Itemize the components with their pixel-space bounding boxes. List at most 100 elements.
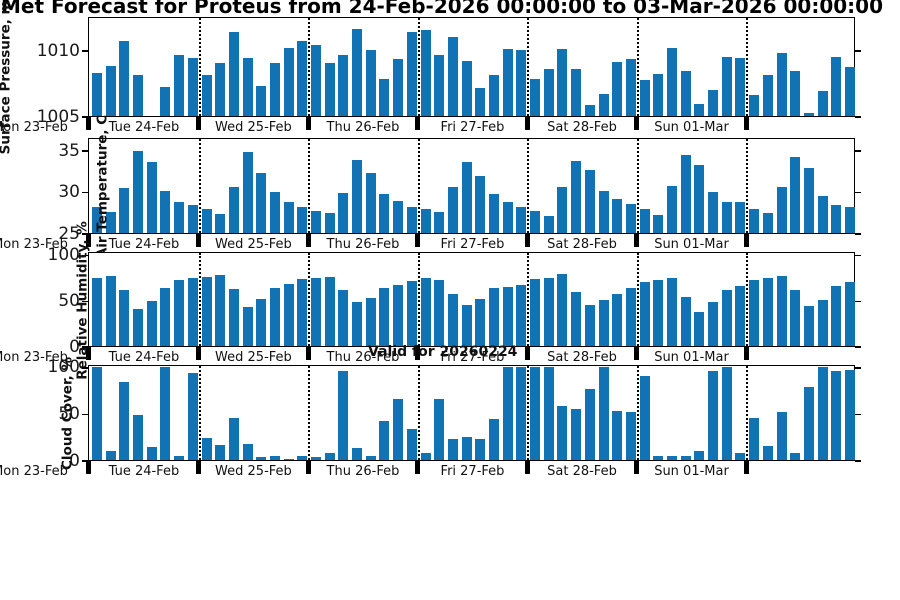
bar — [475, 438, 486, 460]
day-boundary-dotted-line — [746, 139, 749, 233]
bar — [283, 459, 294, 460]
bar — [639, 80, 650, 116]
bar — [776, 411, 787, 460]
ytick-label: 0 — [69, 336, 80, 357]
bar — [406, 31, 417, 116]
ytick-mark — [855, 50, 861, 52]
day-boundary-dotted-line — [527, 366, 530, 460]
day-tick — [743, 347, 749, 360]
bar — [571, 68, 582, 116]
bar — [352, 160, 363, 233]
ytick-label: 100 — [47, 357, 80, 378]
bar — [119, 290, 130, 346]
bar — [201, 209, 212, 233]
bar — [242, 306, 253, 346]
ytick-mark — [82, 346, 88, 348]
bar — [133, 308, 144, 346]
bar — [680, 456, 691, 460]
bar — [475, 88, 486, 116]
bar — [105, 66, 116, 116]
bar — [365, 50, 376, 116]
bar — [215, 213, 226, 233]
bar — [625, 411, 636, 460]
bar — [817, 91, 828, 116]
ytick-mark — [82, 233, 88, 235]
bar — [461, 161, 472, 233]
bar — [598, 366, 609, 460]
bar — [666, 456, 677, 460]
bar — [393, 284, 404, 346]
ytick-mark — [82, 254, 88, 257]
day-tick — [634, 234, 640, 247]
bar — [297, 456, 308, 460]
day-tick — [415, 234, 421, 247]
bar — [461, 436, 472, 460]
xtick-day-label: Sun 01-Mar — [654, 464, 729, 479]
bar — [776, 52, 787, 116]
bar — [817, 366, 828, 460]
xtick-day-label: Mon 23-Feb — [0, 237, 68, 252]
bar — [831, 371, 842, 460]
xtick-day-label: Fri 27-Feb — [440, 350, 505, 365]
xtick-day-label: Fri 27-Feb — [440, 464, 505, 479]
bar — [105, 275, 116, 346]
bar — [694, 165, 705, 233]
ytick-mark — [82, 50, 88, 52]
xtick-day-label: Sat 28-Feb — [547, 464, 617, 479]
bar — [749, 209, 760, 233]
bar — [461, 60, 472, 116]
ytick-mark — [82, 116, 88, 118]
ytick-mark — [855, 116, 861, 118]
xtick-day-label: Sat 28-Feb — [547, 350, 617, 365]
bar — [242, 151, 253, 233]
bar — [133, 151, 144, 233]
day-tick — [415, 461, 421, 474]
bar — [365, 173, 376, 233]
day-tick — [86, 461, 91, 474]
xtick-day-label: Thu 26-Feb — [326, 464, 400, 479]
ytick-label: 0 — [69, 450, 80, 471]
xtick-day-label: Sun 01-Mar — [654, 120, 729, 135]
bar — [420, 30, 431, 116]
bar — [447, 438, 458, 460]
subplot-temperature — [88, 138, 855, 234]
day-boundary-dotted-line — [417, 18, 420, 116]
xtick-day-label: Mon 23-Feb — [0, 120, 68, 135]
xtick-day-label: Tue 24-Feb — [108, 237, 180, 252]
ytick-mark — [82, 460, 88, 462]
bar — [625, 59, 636, 116]
bar — [146, 161, 157, 233]
subplot-humidity — [88, 252, 855, 347]
bar — [502, 366, 513, 460]
bar — [174, 55, 185, 116]
bar — [406, 429, 417, 460]
bar — [612, 62, 623, 116]
bar — [215, 63, 226, 116]
day-boundary-dotted-line — [636, 366, 639, 460]
bar — [571, 292, 582, 346]
xtick-day-label: Mon 23-Feb — [0, 464, 68, 479]
bar — [228, 289, 239, 346]
bar — [543, 366, 554, 460]
bar — [708, 370, 719, 460]
bar — [584, 105, 595, 116]
ytick-label: 50 — [58, 403, 80, 424]
bar — [420, 453, 431, 460]
bar — [803, 167, 814, 233]
y-axis-label: Cloud Cover, % — [59, 356, 76, 470]
xtick-day-label: Sun 01-Mar — [654, 350, 729, 365]
subplot-pressure — [88, 17, 855, 117]
ytick-mark — [855, 367, 861, 369]
day-boundary-dotted-line — [746, 253, 749, 346]
day-tick — [415, 347, 421, 360]
bar — [680, 71, 691, 116]
bar — [694, 312, 705, 346]
day-boundary-dotted-line — [198, 18, 201, 116]
bar — [516, 206, 527, 233]
bar — [434, 399, 445, 460]
day-boundary-dotted-line — [527, 139, 530, 233]
bar — [228, 31, 239, 116]
day-tick — [634, 117, 640, 130]
bar — [92, 278, 102, 346]
